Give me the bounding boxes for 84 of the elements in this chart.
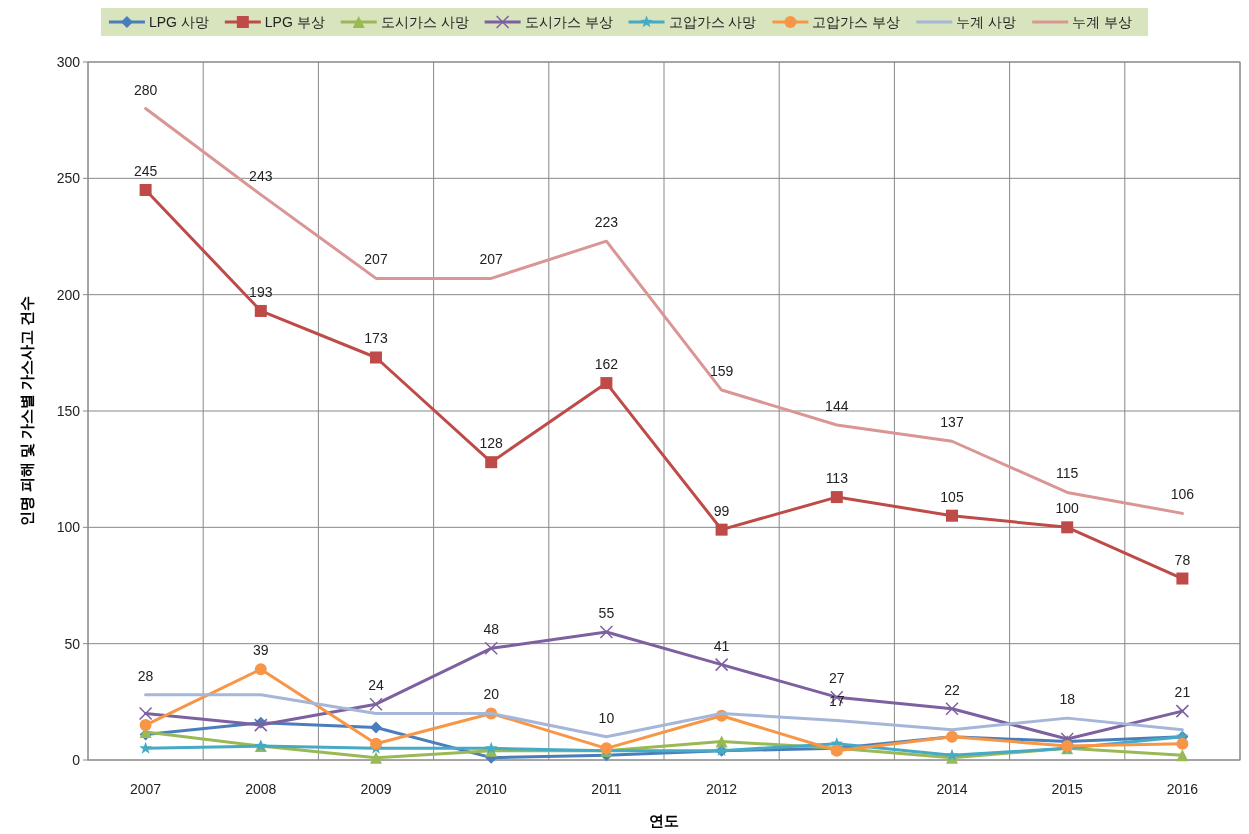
point (139, 741, 152, 754)
legend-label: 누계 부상 (1072, 14, 1133, 30)
x-tick-label: 2014 (936, 781, 968, 797)
data-label: 115 (1056, 465, 1079, 482)
data-label: 27 (829, 670, 845, 687)
legend-label: 도시가스 사망 (380, 14, 469, 30)
data-label: 162 (594, 356, 619, 373)
point (714, 657, 729, 672)
data-label: 22 (944, 681, 960, 698)
point (370, 721, 382, 734)
x-tick-label: 2007 (130, 781, 162, 797)
point (1175, 704, 1190, 718)
x-tick-label: 2016 (1166, 781, 1199, 797)
point (484, 641, 498, 656)
x-tick-label: 2015 (1051, 781, 1083, 797)
data-label: 39 (253, 642, 269, 659)
data-label: 41 (713, 637, 730, 654)
y-tick-label: 0 (72, 752, 81, 768)
point (1061, 521, 1074, 534)
legend-label: LPG 사망 (148, 14, 209, 30)
data-label: 106 (1170, 486, 1195, 503)
x-tick-label: 2009 (360, 781, 392, 797)
data-label: 113 (825, 470, 849, 487)
data-label: 144 (825, 397, 849, 414)
data-label: 28 (137, 667, 154, 684)
data-label: 18 (1059, 691, 1076, 708)
data-label: 193 (249, 283, 273, 300)
x-tick-label: 2011 (591, 781, 622, 797)
data-label: 137 (940, 414, 964, 431)
y-axis-title: 인명 피해 및 가스별 가스사고 건수 (18, 295, 35, 527)
point (1176, 737, 1189, 750)
legend-label: 고압가스 부상 (812, 14, 901, 30)
data-label: 100 (1055, 500, 1080, 517)
data-label: 159 (709, 363, 734, 380)
x-tick-label: 2012 (706, 781, 738, 797)
data-label: 78 (1174, 551, 1191, 568)
point (599, 625, 614, 639)
y-tick-label: 100 (56, 519, 81, 536)
data-label: 20 (483, 686, 500, 703)
y-tick-label: 200 (56, 286, 81, 303)
data-label: 223 (594, 214, 619, 231)
x-tick-label: 2008 (245, 781, 277, 797)
data-label: 105 (940, 488, 964, 505)
legend-label: 고압가스 사망 (668, 14, 757, 30)
y-tick-label: 150 (56, 403, 81, 419)
point (946, 509, 958, 522)
y-tick-label: 250 (56, 170, 81, 187)
point (254, 304, 267, 317)
y-tick-label: 50 (64, 635, 81, 652)
legend-label: 도시가스 부상 (524, 14, 613, 30)
point (139, 719, 152, 732)
data-label: 207 (479, 251, 504, 268)
data-label: 55 (598, 605, 615, 622)
x-tick-label: 2013 (821, 781, 853, 797)
legend-label: 누계 사망 (956, 14, 1017, 30)
data-label: 99 (713, 502, 730, 519)
legend-label: LPG 부상 (264, 14, 325, 30)
point (715, 523, 728, 536)
point (370, 737, 382, 750)
point (369, 697, 383, 711)
x-axis-title: 연도 (649, 812, 679, 829)
point (1176, 749, 1189, 762)
point (945, 702, 959, 716)
point (485, 456, 498, 469)
point (830, 491, 843, 504)
data-label: 24 (368, 677, 384, 694)
data-label: 21 (1174, 684, 1191, 701)
point (139, 183, 152, 196)
y-tick-label: 300 (56, 54, 81, 70)
data-label: 243 (249, 167, 273, 184)
point (370, 751, 382, 764)
data-label: 10 (598, 709, 615, 726)
x-tick-label: 2010 (475, 781, 507, 797)
point (254, 663, 267, 676)
point (370, 351, 382, 364)
point (600, 377, 613, 390)
point (138, 706, 153, 721)
data-label: 280 (133, 81, 158, 98)
data-label: 48 (483, 621, 500, 638)
point (1176, 572, 1189, 585)
data-label: 173 (364, 330, 388, 347)
data-label: 207 (364, 251, 388, 268)
data-label: 245 (133, 162, 158, 179)
data-label: 128 (479, 435, 504, 452)
